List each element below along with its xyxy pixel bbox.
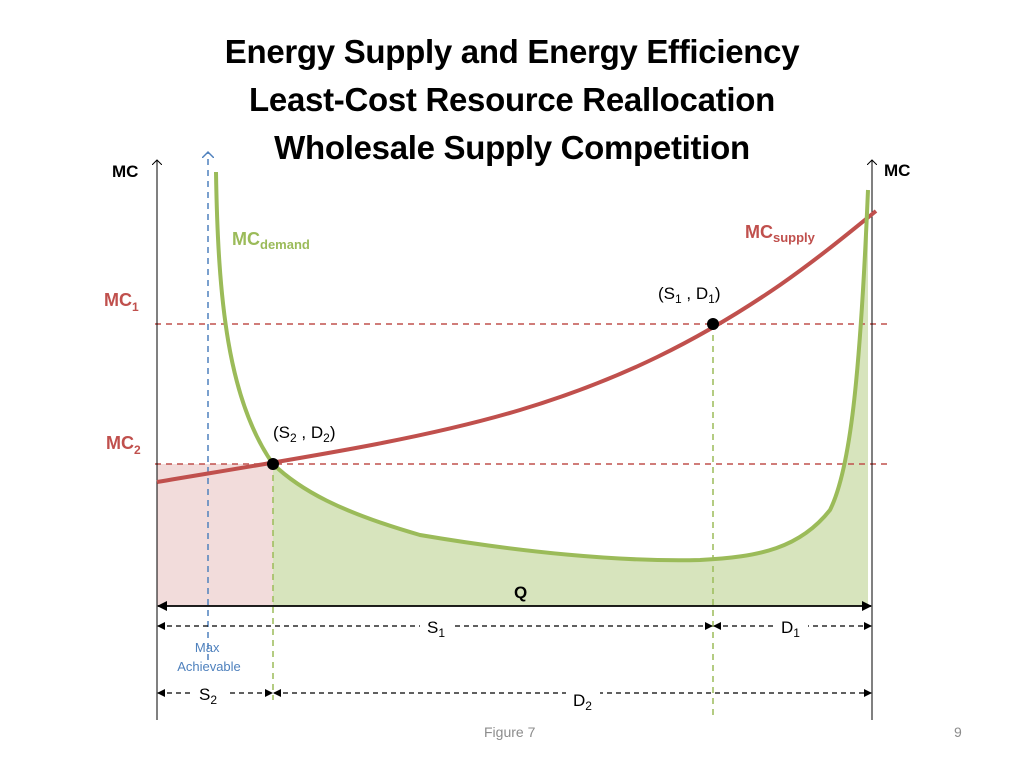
left-axis-label: MC — [112, 162, 138, 181]
d1-span-label: D1 — [781, 618, 800, 640]
d2-span-label: D2 — [573, 691, 592, 713]
s1-span-label: S1 — [427, 618, 445, 640]
supply-cost-area — [157, 464, 273, 606]
mc1-label: MC1 — [104, 290, 139, 314]
point-s2-d2-label: (S2 , D2) — [273, 423, 336, 445]
right-axis-label: MC — [884, 161, 910, 180]
point-s2-d2 — [267, 458, 279, 470]
supply-curve — [156, 209, 878, 484]
supply-curve-label: MCsupply — [745, 222, 816, 245]
demand-curve — [214, 171, 870, 563]
demand-cost-area — [273, 190, 868, 606]
page-number: 9 — [954, 724, 962, 740]
slide-footer: Figure 7 — [484, 724, 536, 740]
max-achievable-label: Max Achievable — [177, 640, 241, 674]
title-line-2: Least-Cost Resource Reallocation — [249, 81, 775, 118]
quantity-label: Q — [514, 583, 527, 602]
mc2-label: MC2 — [106, 433, 141, 457]
point-s1-d1-label: (S1 , D1) — [658, 284, 721, 306]
demand-curve-label: MCdemand — [232, 229, 310, 252]
title-line-3: Wholesale Supply Competition — [274, 129, 750, 166]
point-s1-d1 — [707, 318, 719, 330]
s2-span-label: S2 — [199, 685, 217, 707]
slide-title: Energy Supply and Energy Efficiency Leas… — [0, 28, 1024, 172]
title-line-1: Energy Supply and Energy Efficiency — [224, 33, 800, 70]
